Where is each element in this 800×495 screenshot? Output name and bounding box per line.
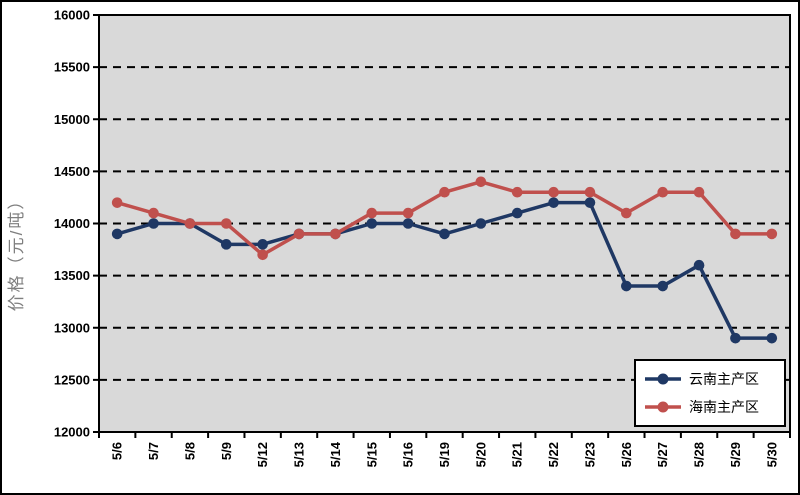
data-point-marker [111, 197, 123, 208]
data-point-marker [657, 186, 669, 198]
legend-item-hainan: 海南主产区 [644, 393, 784, 421]
x-tick-label: 5/8 [182, 442, 197, 460]
data-point-marker [657, 280, 669, 292]
x-tick-label: 5/16 [401, 442, 416, 467]
data-point-marker [330, 228, 341, 240]
data-point-marker [111, 228, 123, 240]
legend: 云南主产区 海南主产区 [634, 359, 786, 427]
data-point-marker [366, 218, 378, 229]
y-axis-title: 价格（元/吨） [7, 190, 26, 312]
data-point-marker [439, 186, 450, 198]
x-tick-label: 5/19 [437, 442, 452, 467]
data-point-marker [402, 207, 414, 219]
x-tick-label: 5/13 [292, 442, 307, 467]
x-tick-label: 5/14 [328, 441, 343, 467]
x-tick-label: 5/23 [582, 442, 597, 467]
y-tick-label: 15500 [54, 60, 90, 75]
y-tick-label: 14000 [54, 216, 90, 231]
x-tick-label: 5/30 [764, 442, 779, 467]
x-tick-label: 5/6 [110, 442, 125, 460]
data-point-marker [511, 207, 523, 219]
data-point-marker [148, 207, 159, 219]
data-point-marker [184, 218, 196, 229]
data-point-marker [293, 228, 305, 240]
legend-label-yunnan: 云南主产区 [689, 371, 759, 387]
legend-item-yunnan: 云南主产区 [644, 365, 784, 393]
data-point-marker [693, 186, 705, 198]
y-tick-label: 12000 [54, 425, 90, 440]
data-point-marker [257, 249, 268, 261]
data-point-marker [511, 186, 523, 198]
legend-label-hainan: 海南主产区 [689, 399, 759, 415]
data-point-marker [584, 197, 596, 208]
data-point-marker [730, 228, 741, 240]
plot-border [98, 14, 791, 433]
y-tick-label: 16000 [54, 8, 90, 23]
data-point-marker [475, 218, 487, 229]
data-point-marker [548, 197, 559, 208]
x-tick-label: 5/20 [473, 442, 488, 467]
data-point-marker [621, 280, 632, 292]
data-point-marker [257, 239, 268, 250]
legend-line-marker-hainan [645, 401, 681, 413]
data-point-marker [148, 218, 159, 229]
legend-line-marker-yunnan [645, 373, 681, 385]
data-point-marker [548, 186, 559, 198]
y-tick-label: 15000 [54, 112, 90, 127]
data-point-marker [730, 332, 741, 344]
data-point-marker [220, 218, 232, 229]
x-tick-label: 5/29 [728, 442, 743, 467]
x-tick-label: 5/12 [255, 442, 270, 467]
x-tick-label: 5/7 [146, 442, 161, 460]
data-point-marker [475, 176, 487, 188]
data-point-marker [766, 332, 778, 344]
y-tick-label: 14500 [54, 164, 90, 179]
data-point-marker [693, 259, 705, 271]
y-tick-label: 12500 [54, 372, 90, 387]
x-tick-label: 5/9 [219, 442, 234, 460]
x-tick-label: 5/28 [692, 442, 707, 467]
x-tick-label: 5/22 [546, 442, 561, 467]
data-point-marker [766, 228, 778, 240]
y-tick-label: 13000 [54, 320, 90, 335]
x-tick-label: 5/21 [510, 442, 525, 467]
x-tick-label: 5/15 [364, 442, 379, 467]
y-tick-label: 13500 [54, 268, 90, 283]
data-point-marker [439, 228, 450, 240]
data-point-marker [402, 218, 414, 229]
data-point-marker [220, 239, 232, 250]
data-point-marker [366, 207, 378, 219]
data-point-marker [621, 207, 632, 219]
data-point-marker [584, 186, 596, 198]
x-tick-label: 5/27 [655, 442, 670, 467]
x-tick-label: 5/26 [619, 442, 634, 467]
